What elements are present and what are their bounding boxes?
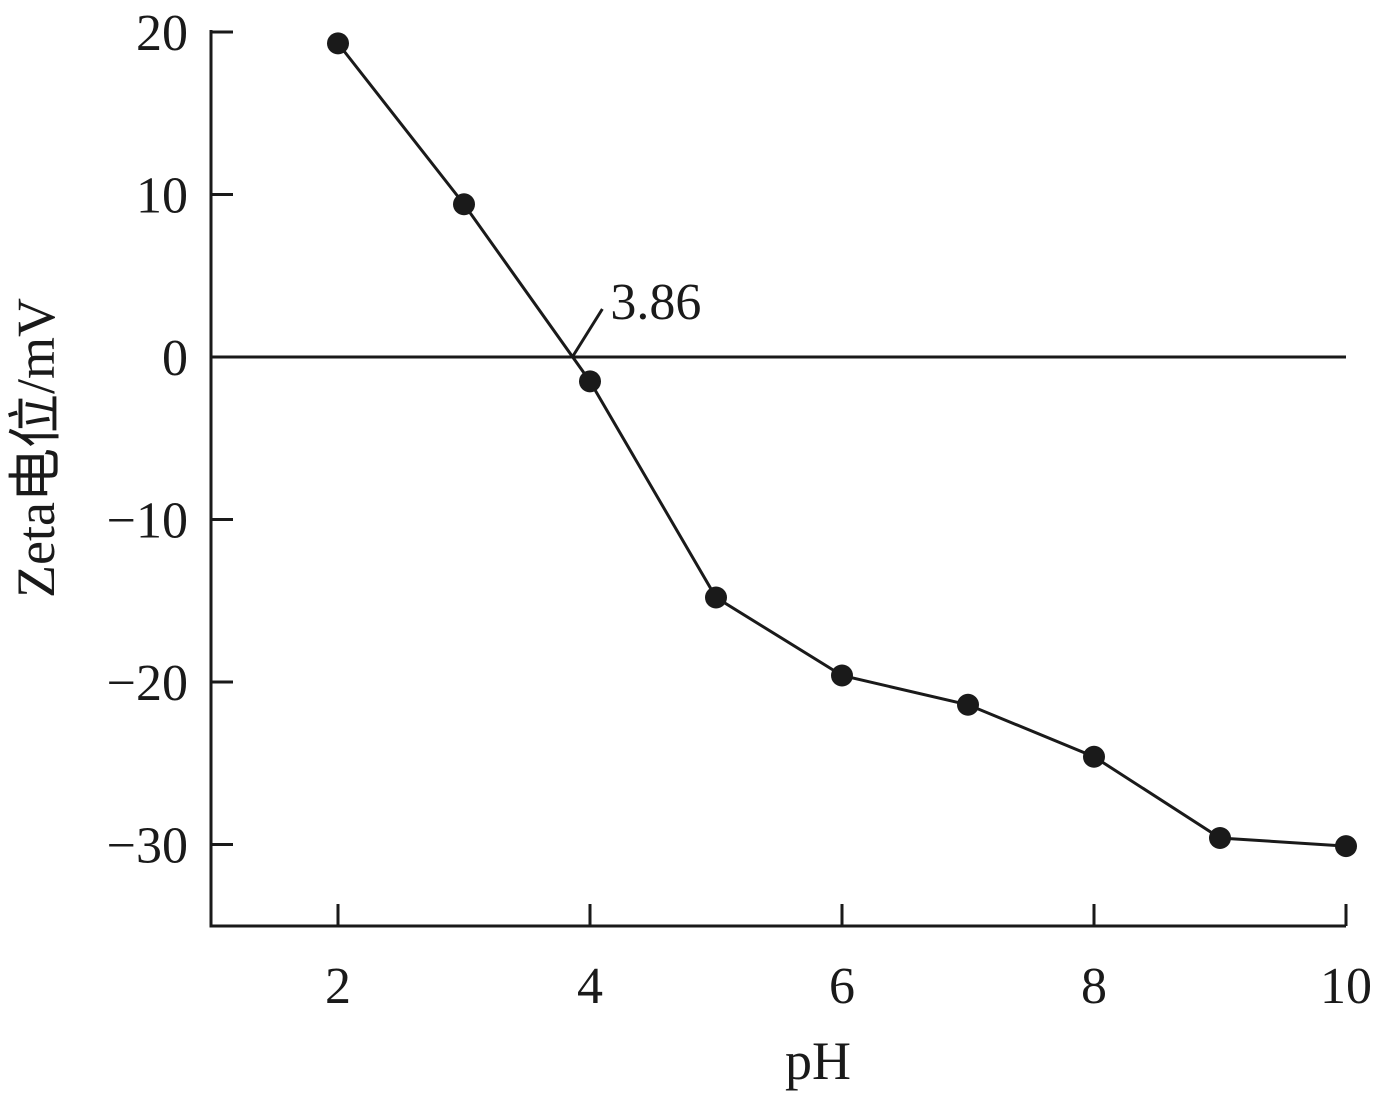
y-tick-label-3: −10 xyxy=(107,493,188,550)
x-tick-label-1: 4 xyxy=(577,958,603,1015)
annotation-group: 3.86 xyxy=(571,274,701,358)
y-tick-label-5: −30 xyxy=(107,818,188,875)
data-points xyxy=(327,32,1357,858)
x-tick-label-2: 6 xyxy=(829,958,855,1015)
tick-marks xyxy=(211,30,1348,926)
data-point-1 xyxy=(453,193,475,216)
y-tick-label-0: 20 xyxy=(136,5,188,62)
data-point-5 xyxy=(957,693,979,716)
data-point-8 xyxy=(1335,835,1357,858)
series-line xyxy=(336,42,1347,848)
series-line-group xyxy=(336,42,1347,848)
tick-labels: 20 10 0 −10 −20 −30 2 4 6 8 10 xyxy=(107,5,1372,1015)
y-tick-label-1: 10 xyxy=(136,168,188,225)
data-point-3 xyxy=(705,586,727,609)
data-point-2 xyxy=(579,370,601,393)
data-point-4 xyxy=(831,664,853,687)
x-tick-label-0: 2 xyxy=(325,958,351,1015)
y-axis-title: Zeta电位/mV xyxy=(6,298,66,598)
x-axis-title: pH xyxy=(785,1031,851,1091)
y-tick-label-4: −20 xyxy=(107,655,188,712)
x-tick-label-4: 10 xyxy=(1320,958,1372,1015)
data-point-0 xyxy=(327,32,349,55)
annotation-label: 3.86 xyxy=(610,274,701,331)
axes xyxy=(209,30,1346,928)
data-point-6 xyxy=(1083,745,1105,768)
annotation-leader-line xyxy=(571,308,604,358)
data-point-7 xyxy=(1209,827,1231,849)
y-tick-label-2: 0 xyxy=(162,330,188,387)
x-tick-label-3: 8 xyxy=(1081,958,1107,1015)
